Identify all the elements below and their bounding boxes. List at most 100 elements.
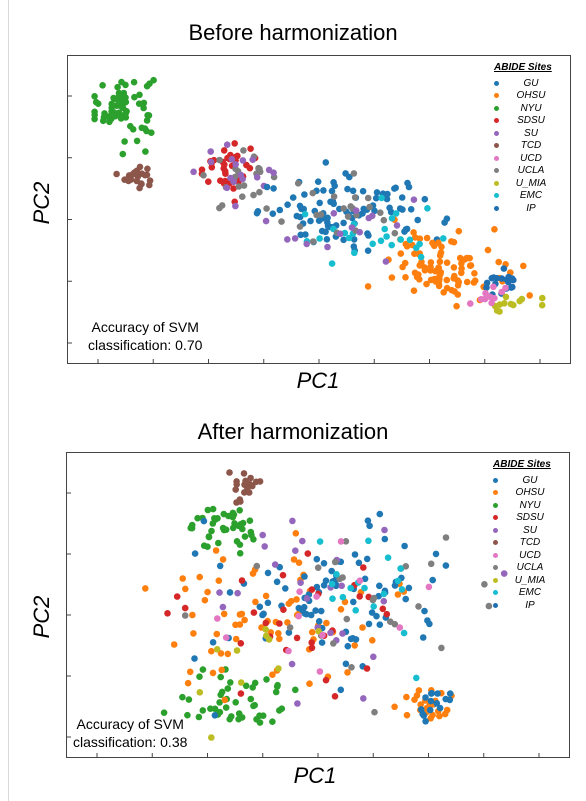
data-point-ohsu [388,274,396,281]
data-point-sdsu [234,152,241,160]
data-point-nyu [227,679,234,686]
data-point-ohsu [466,254,474,262]
data-point-nyu [185,696,193,703]
data-point-ohsu [337,606,345,613]
legend-label: EMC [519,190,543,202]
data-point-ucla [250,191,257,199]
data-point-sdsu [383,610,391,618]
data-point-nyu [211,515,218,522]
data-point-nyu [222,704,230,711]
legend-label: GU [522,474,538,486]
data-point-ohsu [221,696,229,704]
data-point-ohsu [196,573,203,581]
data-point-ucd [482,289,489,297]
data-point-su [239,175,246,183]
data-point-gu [371,207,378,215]
data-point-gu [391,185,398,192]
data-point-ohsu [212,547,220,554]
data-point-u-mia [539,294,546,302]
data-point-su [207,148,214,155]
data-point-u-mia [262,626,269,633]
data-point-ohsu [295,559,303,566]
data-point-su [292,547,299,554]
legend-item: IP [494,202,552,215]
legend-item: OHSU [493,487,551,500]
data-point-nyu [269,718,276,725]
data-point-ucla [240,147,247,154]
data-point-u-mia [275,665,282,672]
data-point-nyu [114,83,121,91]
data-point-gu [260,610,267,618]
data-point-su [284,236,291,243]
data-point-ucla [369,596,377,604]
data-point-ohsu [491,226,498,233]
data-point-ohsu [411,269,419,277]
data-point-ucla [330,193,338,200]
data-point-ucla [485,602,493,610]
data-point-gu [419,634,427,641]
data-point-ohsu [201,596,209,604]
data-point-emc [361,584,368,592]
data-point-ohsu [423,234,431,242]
data-point-gu [364,517,372,524]
data-point-gu [376,621,384,628]
data-point-ucd [316,668,324,675]
data-point-nyu [239,525,246,533]
data-point-emc [351,249,358,257]
data-point-emc [384,554,392,561]
annotation-line: Accuracy of SVM [91,319,199,335]
legend-item: GU [494,77,552,90]
data-point-gu [297,231,304,239]
data-point-sdsu [379,605,387,613]
data-point-gu [373,612,380,620]
data-point-nyu [232,699,239,706]
data-point-ucla [253,562,261,570]
data-point-ohsu [238,610,246,618]
data-point-nyu [229,524,237,532]
legend-title: ABIDE Sites [493,459,551,470]
data-point-gu [316,199,323,207]
data-point-ucla [313,211,320,219]
data-point-gu [422,694,429,701]
data-point-ohsu [415,687,423,694]
legend-item: UCD [494,152,552,165]
data-point-ucd [491,294,498,302]
data-point-nyu [115,101,122,109]
data-point-nyu [259,712,267,719]
data-point-gu [351,551,359,558]
data-point-gu [328,567,336,575]
data-point-gu [340,236,347,244]
data-point-gu [373,189,381,196]
data-point-ucla [344,213,352,220]
legend-item: TCD [493,537,551,550]
data-point-nyu [99,82,106,89]
data-point-ohsu [495,258,503,266]
data-point-ohsu [436,275,443,283]
data-point-nyu [246,517,254,524]
data-point-nyu [130,78,138,86]
data-point-ohsu [443,276,451,284]
data-point-gu [350,598,357,606]
data-point-tcd [252,478,260,486]
data-point-gu [273,578,281,586]
data-point-u-mia [502,293,510,301]
data-point-ohsu [293,596,300,603]
legend-marker [493,527,498,533]
data-point-ohsu [411,696,418,703]
data-point-ucla [402,563,410,570]
data-point-nyu [238,714,246,721]
data-point-emc [333,571,340,578]
data-point-u-mia [538,301,546,309]
data-point-ohsu [411,250,418,257]
data-point-su [261,543,268,550]
data-point-gu [346,173,353,181]
data-point-ucla [278,218,285,225]
data-point-gu [320,560,328,567]
data-point-ohsu [422,265,429,273]
legend-label: UCLA [517,165,545,177]
data-point-emc [413,674,420,682]
legend-item: U_MIA [493,574,551,587]
data-point-gu [414,216,422,224]
data-point-gu [402,595,410,603]
data-point-ucd [313,593,320,600]
